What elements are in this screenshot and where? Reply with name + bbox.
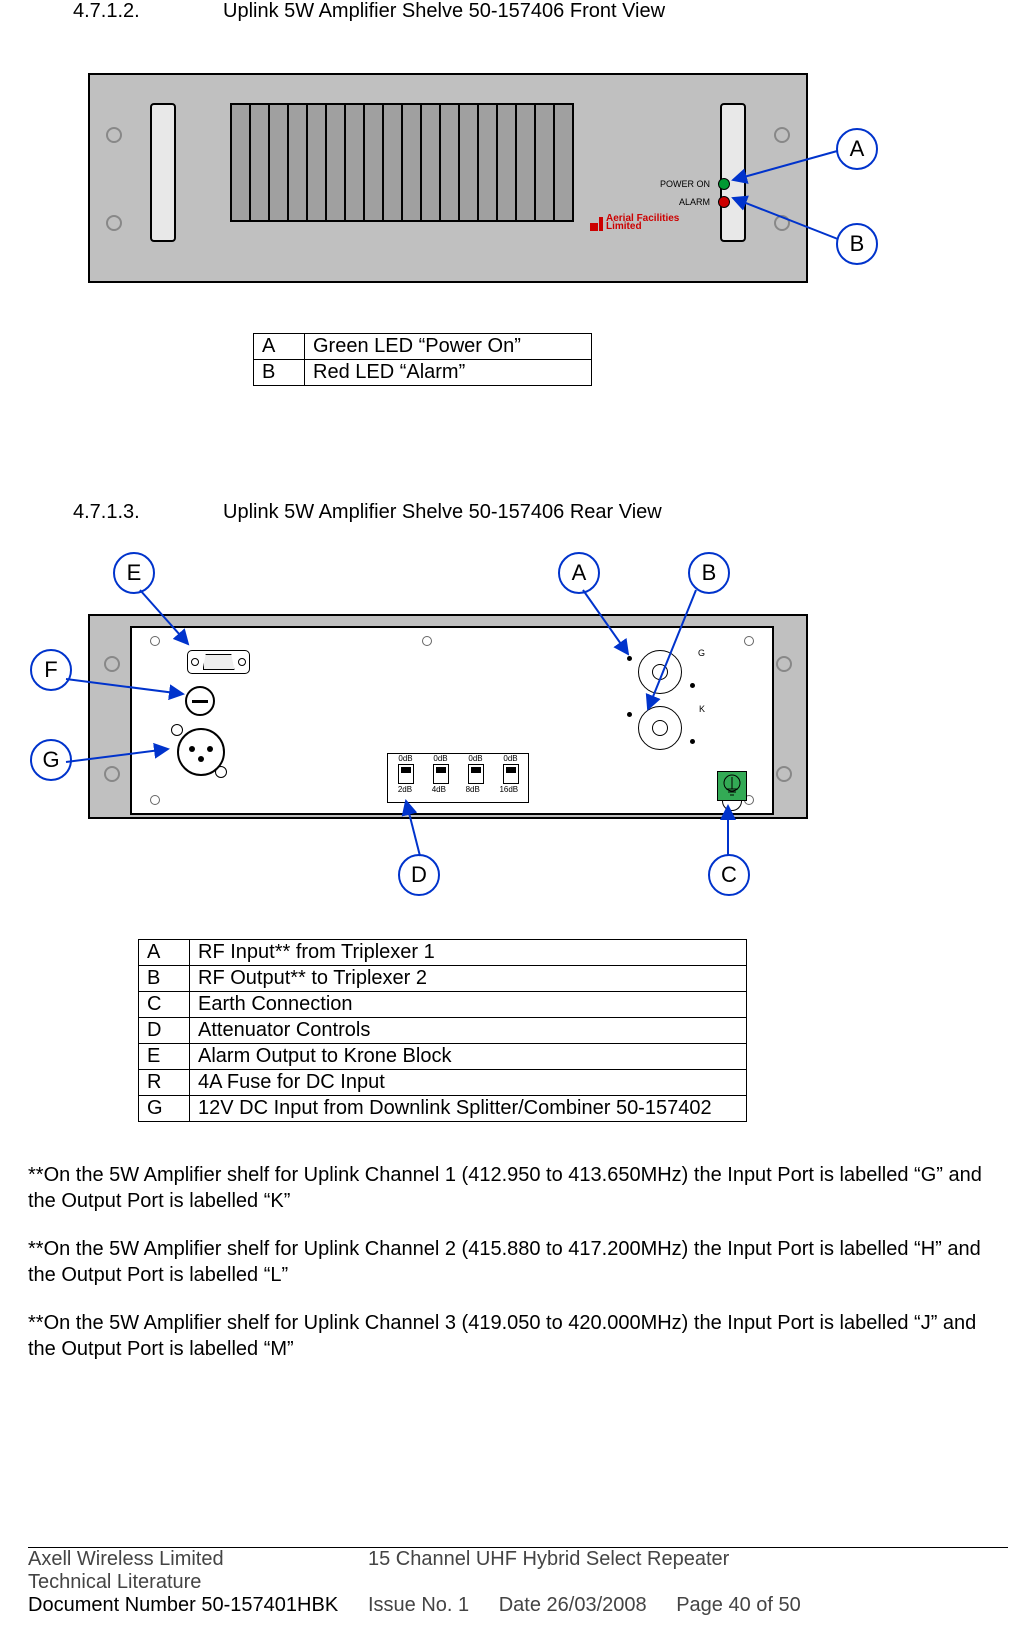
- section-heading-2: 4.7.1.3. Uplink 5W Amplifier Shelve 50-1…: [73, 501, 1005, 524]
- callout-b: B: [688, 552, 730, 594]
- attenuator-controls: 0dB0dB 0dB0dB 2dB4dB 8dB16dB: [387, 753, 529, 803]
- footer-issue: Issue No. 1: [368, 1594, 469, 1616]
- callout-f: F: [30, 649, 72, 691]
- fuse-holder: [185, 686, 215, 716]
- callout-c: C: [708, 854, 750, 896]
- rear-plate: G K 0dB0dB 0dB0dB 2dB4dB 8dB16dB: [130, 626, 774, 815]
- sma-label-g: G: [698, 648, 705, 658]
- amplifier-front-chassis: POWER ON ALARM Aerial FacilitiesLimited: [88, 73, 808, 283]
- section-number-2: 4.7.1.3.: [73, 501, 223, 524]
- sma-label-k: K: [699, 704, 705, 714]
- brand-logo: Aerial FacilitiesLimited: [590, 215, 679, 231]
- callout-e: E: [113, 552, 155, 594]
- legend-table-front: AGreen LED “Power On” BRed LED “Alarm”: [253, 333, 592, 386]
- alarm-connector: [187, 650, 250, 674]
- amplifier-rear-chassis: G K 0dB0dB 0dB0dB 2dB4dB 8dB16dB: [88, 614, 808, 819]
- callout-a-front: A: [836, 128, 878, 170]
- footer-org: Axell Wireless Limited: [28, 1548, 224, 1570]
- earth-connection: [717, 771, 747, 801]
- alarm-led: [718, 196, 730, 208]
- rf-input-connector: [638, 650, 682, 694]
- footer-date: Date 26/03/2008: [499, 1594, 647, 1616]
- figure-rear-view: G K 0dB0dB 0dB0dB 2dB4dB 8dB16dB: [28, 544, 1005, 914]
- power-on-label: POWER ON: [590, 179, 718, 189]
- footnote-1: **On the 5W Amplifier shelf for Uplink C…: [28, 1162, 1005, 1214]
- page-footer: Axell Wireless Limited 15 Channel UHF Hy…: [28, 1537, 1005, 1617]
- section-title-1: Uplink 5W Amplifier Shelve 50-157406 Fro…: [223, 0, 1005, 23]
- section-number-1: 4.7.1.2.: [73, 0, 223, 23]
- callout-b-front: B: [836, 223, 878, 265]
- section-heading-1: 4.7.1.2. Uplink 5W Amplifier Shelve 50-1…: [73, 0, 1005, 23]
- alarm-label: ALARM: [590, 197, 718, 207]
- vent-grille: [230, 103, 574, 222]
- rf-output-connector: [638, 706, 682, 750]
- footer-docnum: Document Number 50-157401HBK: [28, 1594, 338, 1616]
- footnote-3: **On the 5W Amplifier shelf for Uplink C…: [28, 1310, 1005, 1362]
- footnotes: **On the 5W Amplifier shelf for Uplink C…: [28, 1162, 1005, 1362]
- footer-page: Page 40 of 50: [676, 1594, 801, 1616]
- callout-d: D: [398, 854, 440, 896]
- footer-lit: Technical Literature: [28, 1571, 201, 1593]
- footnote-2: **On the 5W Amplifier shelf for Uplink C…: [28, 1236, 1005, 1288]
- section-title-2: Uplink 5W Amplifier Shelve 50-157406 Rea…: [223, 501, 1005, 524]
- dc-input-connector: [177, 728, 221, 778]
- footer-doctitle: 15 Channel UHF Hybrid Select Repeater: [368, 1548, 729, 1570]
- legend-table-rear: ARF Input** from Triplexer 1 BRF Output*…: [138, 939, 747, 1122]
- callout-g: G: [30, 739, 72, 781]
- power-led: [718, 178, 730, 190]
- figure-front-view: POWER ON ALARM Aerial FacilitiesLimited …: [28, 53, 1005, 323]
- callout-a: A: [558, 552, 600, 594]
